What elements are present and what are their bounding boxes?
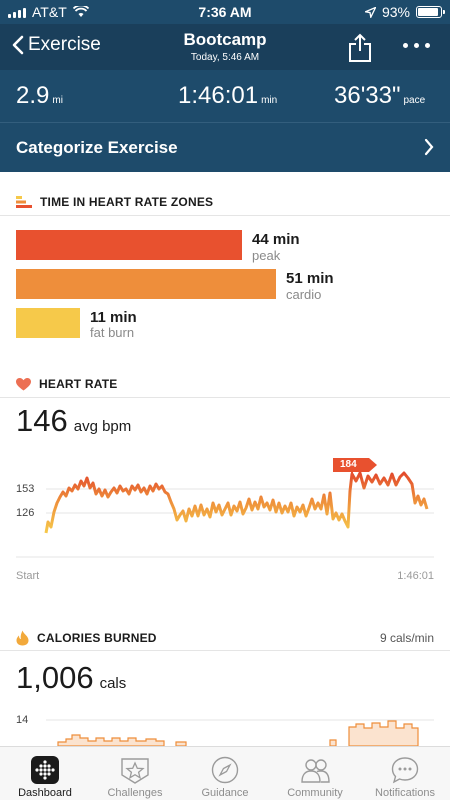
heart-rate-section-title: HEART RATE: [16, 377, 117, 391]
exercise-title: Bootcamp: [183, 30, 267, 49]
zones-section-title: TIME IN HEART RATE ZONES: [16, 195, 213, 209]
heart-icon: [16, 377, 31, 390]
calories-divider: [0, 650, 450, 651]
tab-dashboard[interactable]: Dashboard: [0, 747, 90, 800]
categorize-exercise-button[interactable]: Categorize Exercise: [0, 123, 450, 172]
zone-label-peak: peak: [252, 248, 281, 263]
pace-stat: 36'33" pace: [334, 82, 425, 110]
calories-title: CALORIES BURNED: [37, 631, 157, 645]
page-title: Bootcamp Today, 5:46 AM: [0, 30, 450, 63]
duration-value: 1:46:01: [178, 82, 259, 109]
exercise-stats: 2.9 mi 1:46:01 min 36'33" pace: [0, 76, 450, 122]
battery-icon: [416, 6, 445, 18]
calories-section-title: CALORIES BURNED: [16, 630, 157, 646]
calorie-rate: 9 cals/min: [379, 631, 434, 645]
more-options-icon[interactable]: [403, 43, 430, 48]
zone-bar-peak: [16, 230, 242, 260]
header-divider: [0, 122, 450, 123]
back-button[interactable]: Exercise: [12, 34, 101, 56]
avg-bpm-unit: avg bpm: [73, 418, 132, 435]
zone-value-cardio: 51 min: [286, 270, 334, 287]
zone-bar-fat-burn: [16, 308, 80, 338]
tab-community[interactable]: Community: [270, 747, 360, 800]
heart-rate-line: [44, 471, 429, 534]
tab-guidance[interactable]: Guidance: [180, 747, 270, 800]
flame-icon: [16, 630, 29, 646]
calories-value: 1,006: [16, 660, 94, 695]
chevron-left-icon: [12, 35, 24, 55]
exercise-header: AT&T 7:36 AM 93% Exercise Bootcamp Today…: [0, 0, 450, 172]
tab-label-challenges: Challenges: [107, 787, 163, 799]
location-arrow-icon: [364, 6, 376, 18]
pace-unit: pace: [403, 95, 426, 106]
zones-bars-icon: [16, 196, 32, 208]
challenges-star-icon: [121, 758, 149, 784]
avg-heart-rate: 146 avg bpm: [16, 403, 131, 439]
distance-unit: mi: [52, 95, 63, 106]
tab-label-guidance: Guidance: [201, 787, 249, 799]
dashboard-icon: [31, 756, 59, 784]
community-people-icon: [301, 759, 330, 783]
heart-rate-divider: [0, 397, 450, 398]
zone-label-cardio: cardio: [286, 287, 322, 302]
chat-bubble-icon: [391, 757, 419, 784]
tab-notifications[interactable]: Notifications: [360, 747, 450, 800]
status-right: 93%: [364, 4, 445, 20]
status-time: 7:36 AM: [198, 4, 252, 20]
status-bar: AT&T 7:36 AM 93%: [0, 0, 450, 24]
tab-label-dashboard: Dashboard: [18, 787, 72, 799]
signal-icon: [8, 7, 26, 18]
zones-title: TIME IN HEART RATE ZONES: [40, 195, 214, 209]
hr-y-tick-126: 126: [16, 507, 35, 519]
calories-total: 1,006 cals: [16, 660, 126, 696]
categorize-label: Categorize Exercise: [16, 137, 178, 157]
zone-value-fat-burn: 11 min: [90, 309, 137, 326]
exercise-datetime: Today, 5:46 AM: [190, 52, 260, 63]
zones-divider: [0, 215, 450, 216]
tab-label-notifications: Notifications: [375, 787, 435, 799]
hr-x-end: 1:46:01: [397, 570, 434, 582]
status-left: AT&T: [8, 4, 89, 20]
hr-peak-badge: 184: [340, 459, 357, 470]
carrier-label: AT&T: [32, 4, 67, 20]
cal-y-tick-14: 14: [16, 714, 29, 726]
hr-y-tick-153: 153: [16, 483, 35, 495]
tab-bar: Dashboard Challenges Guidance Community …: [0, 746, 450, 800]
tab-label-community: Community: [287, 787, 343, 799]
navigation-bar: Exercise Bootcamp Today, 5:46 AM: [0, 24, 450, 70]
battery-percent: 93%: [381, 4, 410, 20]
back-label: Exercise: [28, 34, 101, 55]
zone-bar-cardio: [16, 269, 276, 299]
pace-value: 36'33": [334, 82, 401, 109]
calories-unit: cals: [99, 675, 127, 692]
hr-x-start: Start: [16, 570, 40, 582]
wifi-icon: [72, 6, 89, 17]
tab-challenges[interactable]: Challenges: [90, 747, 180, 800]
heart-rate-title: HEART RATE: [39, 377, 118, 391]
duration-stat: 1:46:01 min: [178, 82, 277, 110]
distance-value: 2.9: [16, 82, 50, 109]
compass-icon: [211, 756, 239, 784]
distance-stat: 2.9 mi: [16, 82, 63, 110]
duration-unit: min: [261, 95, 278, 106]
zone-label-fat-burn: fat burn: [90, 325, 135, 340]
zone-value-peak: 44 min: [252, 231, 300, 248]
calories-area-4: [348, 720, 419, 747]
chevron-right-icon: [424, 138, 434, 156]
share-icon[interactable]: [348, 33, 372, 63]
avg-bpm-value: 146: [16, 403, 68, 438]
calories-area: [57, 734, 165, 747]
